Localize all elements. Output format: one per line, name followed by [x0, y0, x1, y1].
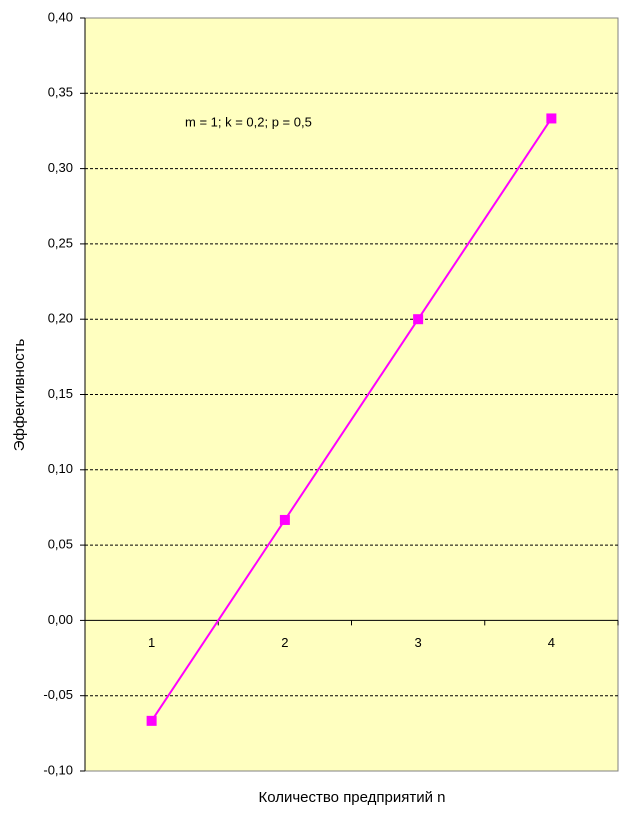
marker — [279, 514, 290, 525]
y-tick-label: 0,30 — [48, 160, 73, 175]
y-axis-title: Эффективность — [11, 339, 28, 452]
y-tick-label: 0,35 — [48, 85, 73, 100]
marker — [546, 113, 557, 124]
line — [150, 117, 553, 722]
annotation: m = 1; k = 0,2; p = 0,5 — [185, 114, 312, 129]
x-tick-label: 2 — [281, 635, 288, 650]
y-tick-label: 0,00 — [48, 612, 73, 627]
y-tick-label: 0,10 — [48, 461, 73, 476]
x-tick-label: 3 — [415, 635, 422, 650]
x-tick-label: 4 — [548, 635, 555, 650]
y-tick-label: 0,05 — [48, 537, 73, 552]
x-axis-title: Количество предприятий n — [258, 789, 445, 806]
y-tick-label: 0,40 — [48, 9, 73, 24]
marker — [146, 715, 157, 726]
y-tick-label: 0,25 — [48, 235, 73, 250]
y-tick-label: 0,20 — [48, 311, 73, 326]
y-tick-label: 0,15 — [48, 386, 73, 401]
y-tick-label: -0,10 — [43, 762, 73, 777]
x-tick-label: 1 — [148, 635, 155, 650]
marker — [413, 314, 424, 325]
y-tick-label: -0,05 — [43, 687, 73, 702]
